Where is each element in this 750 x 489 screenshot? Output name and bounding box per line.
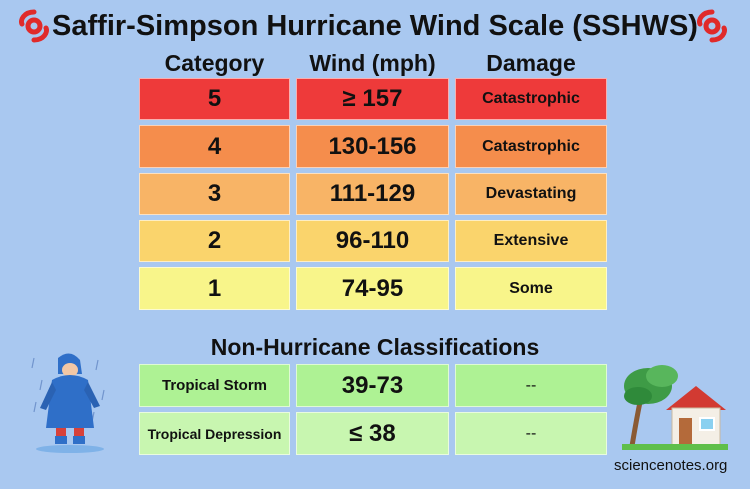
damage-cell: -- (455, 364, 607, 407)
category-cell: 2 (139, 220, 290, 262)
damage-cell: -- (455, 412, 607, 455)
damage-cell: Extensive (455, 220, 607, 262)
hurricane-icon-right (697, 9, 727, 43)
wind-cell: 96-110 (296, 220, 449, 262)
damage-cell: Devastating (455, 173, 607, 215)
wind-cell: 130-156 (296, 125, 449, 168)
wind-cell: 111-129 (296, 173, 449, 215)
damage-cell: Some (455, 267, 607, 310)
source-credit: sciencenotes.org (614, 457, 728, 474)
wind-cell: 39-73 (296, 364, 449, 407)
non-hurricane-title: Non-Hurricane Classifications (210, 334, 540, 360)
person-in-raincoat-icon (31, 353, 105, 453)
category-cell: 1 (139, 267, 290, 310)
category-cell: 5 (139, 78, 290, 120)
header-category: Category (164, 50, 265, 76)
header-wind: Wind (mph) (309, 50, 436, 76)
wind-cell: 74-95 (296, 267, 449, 310)
hurricane-icon-left (19, 9, 49, 43)
category-cell: 4 (139, 125, 290, 168)
header-damage: Damage (486, 50, 576, 76)
wind-cell: ≤ 38 (296, 412, 449, 455)
classification-cell: Tropical Depression (139, 412, 290, 455)
wind-cell: ≥ 157 (296, 78, 449, 120)
classification-cell: Tropical Storm (139, 364, 290, 407)
house-with-wind-blown-tree-icon (622, 365, 728, 450)
damage-cell: Catastrophic (455, 78, 607, 120)
category-cell: 3 (139, 173, 290, 215)
damage-cell: Catastrophic (455, 125, 607, 168)
page-title: Saffir-Simpson Hurricane Wind Scale (SSH… (52, 10, 698, 42)
